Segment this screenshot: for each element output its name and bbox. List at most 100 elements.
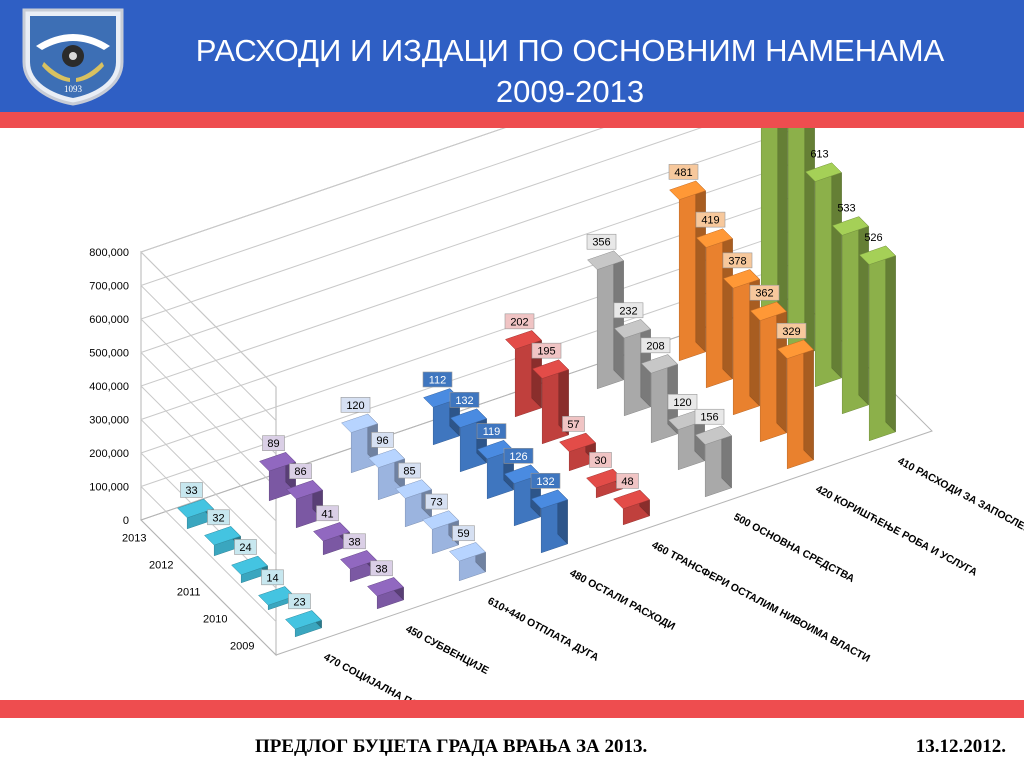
data-label: 23	[293, 596, 305, 608]
footer-date: 13.12.2012.	[915, 736, 1006, 757]
bar-7-1: 737	[787, 128, 815, 361]
bar-top	[341, 413, 378, 433]
bar-side	[776, 301, 787, 434]
data-label-bg	[234, 539, 257, 555]
gear-crest-icon: 1093	[22, 8, 124, 106]
data-label: 356	[592, 237, 610, 249]
bar-top	[696, 228, 733, 248]
gridline	[140, 419, 277, 555]
data-label-bg	[452, 525, 475, 542]
bar-top	[531, 489, 568, 509]
data-label: 156	[700, 412, 718, 424]
data-label-bg	[425, 493, 448, 510]
bar-top	[587, 250, 624, 270]
data-label-bg	[180, 482, 203, 498]
gridline	[140, 352, 277, 488]
data-label-bg	[503, 447, 534, 464]
bar-top	[231, 555, 268, 576]
bar-5-0: 356	[586, 233, 624, 390]
data-label-bg	[316, 505, 339, 522]
bar-7-4: 526	[859, 232, 896, 442]
data-label: 526	[864, 232, 882, 244]
bar-top	[340, 550, 377, 570]
data-label: 119	[483, 426, 501, 438]
y-tick-label: 500,000	[89, 348, 129, 360]
footer-stripe	[0, 700, 1024, 718]
bar-top	[505, 330, 542, 350]
bar-side	[804, 128, 815, 352]
data-label-bg	[531, 342, 562, 359]
data-label-bg	[340, 396, 371, 413]
data-label: 48	[621, 476, 633, 488]
category-label: 500 ОСНОВНА СРЕДСТВА	[732, 511, 857, 585]
data-label-bg	[449, 391, 480, 408]
bar-top	[723, 269, 760, 289]
header-stripe	[0, 112, 1024, 128]
bar-6-3: 362	[749, 284, 787, 443]
bar-top	[177, 498, 214, 519]
data-label: 96	[376, 435, 388, 447]
data-label-bg	[613, 302, 644, 319]
data-label: 419	[701, 215, 719, 227]
data-label: 120	[673, 397, 691, 409]
data-label: 132	[455, 395, 473, 407]
bar-top	[367, 577, 404, 597]
data-label-bg	[562, 416, 585, 432]
bar-7-0: 800	[760, 128, 788, 334]
data-label-bg	[398, 462, 421, 479]
bar-top	[286, 480, 323, 500]
category-label: 610+440 ОТПЛАТА ДУГА	[486, 595, 601, 664]
data-label: 30	[594, 455, 606, 467]
data-label: 362	[755, 288, 773, 300]
y-tick-label: 300,000	[89, 415, 129, 427]
series-label: 2010	[203, 614, 227, 626]
bar-3-1: 132	[449, 391, 487, 473]
bar-top	[613, 489, 650, 510]
series-label: 2012	[149, 560, 173, 572]
bar-chart-3d: 0 100,000 200,000 300,000 400,000 500,000 600,…	[89, 128, 1024, 700]
data-label: 208	[646, 340, 664, 352]
bar-top	[669, 180, 706, 200]
data-label-bg	[422, 371, 453, 388]
data-label: 202	[510, 316, 528, 328]
gridline	[140, 251, 277, 388]
bar-1-1: 86	[286, 463, 323, 529]
bar-top	[204, 526, 241, 546]
data-label: 86	[294, 466, 306, 478]
y-tick-label: 400,000	[89, 381, 129, 393]
y-tick-label: 700,000	[89, 281, 129, 293]
data-label: 132	[536, 476, 554, 488]
bar-7-3: 533	[832, 202, 869, 415]
data-label: 38	[348, 536, 360, 548]
page-title: РАСХОДИ И ИЗДАЦИ ПО ОСНОВНИМ НАМЕНАМА 20…	[120, 30, 1020, 112]
data-label-bg	[640, 337, 671, 354]
data-label-bg	[476, 423, 507, 439]
bar-top	[695, 425, 732, 445]
data-label-bg	[261, 569, 284, 586]
data-label: 14	[266, 572, 278, 584]
data-label-bg	[504, 313, 535, 330]
bar-side	[831, 162, 842, 379]
data-label-bg	[667, 393, 698, 410]
bar-5-4: 156	[694, 408, 732, 498]
bar-top	[313, 522, 350, 542]
bar-1-4: 38	[367, 560, 404, 610]
data-label: 85	[403, 466, 415, 478]
gridline	[140, 318, 277, 455]
data-label-bg	[694, 408, 725, 425]
bar-top	[259, 452, 296, 472]
bar-top	[285, 610, 322, 630]
data-label-bg	[262, 435, 285, 451]
data-label: 481	[674, 167, 692, 179]
bar-3-0: 112	[422, 371, 460, 446]
bar-0-2: 24	[231, 539, 268, 584]
data-label: 59	[457, 528, 469, 540]
bar-top	[368, 448, 405, 468]
page-title-line1: РАСХОДИ И ИЗДАЦИ ПО ОСНОВНИМ НАМЕНАМА	[195, 33, 945, 68]
bar-side	[695, 180, 706, 353]
category-label: 460 ТРАНСФЕРИ ОСТАЛИМ НИВОИМА ВЛАСТИ	[650, 539, 872, 665]
footer-title: ПРЕДЛОГ БУЏЕТА ГРАДА ВРАЊА ЗА 2013.	[255, 736, 648, 757]
category-label: 470 СОЦИЈАЛНА ПОМОЋ	[322, 651, 444, 700]
bar-4-2: 57	[559, 416, 596, 472]
data-label-bg	[668, 164, 699, 180]
